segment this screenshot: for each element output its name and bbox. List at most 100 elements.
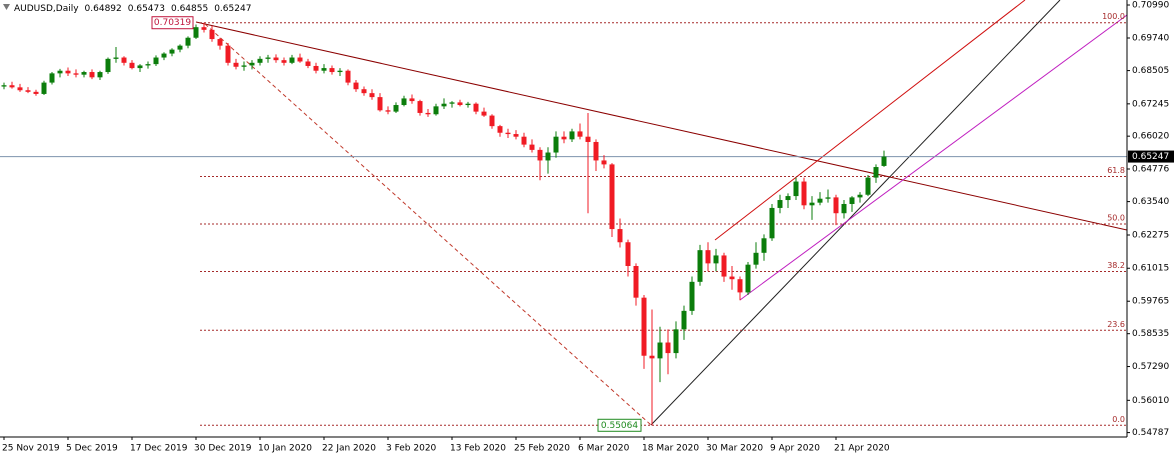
candle-body — [801, 181, 807, 206]
price-box-label: 0.70319 — [154, 18, 191, 28]
candle-body — [153, 57, 159, 65]
candle-body — [33, 91, 39, 94]
candle-body — [641, 297, 647, 356]
trend-line — [195, 21, 1127, 231]
candle-body — [185, 37, 191, 46]
x-tick-label: 10 Jan 2020 — [258, 444, 312, 454]
candle-body — [361, 89, 367, 94]
x-tick-label: 3 Feb 2020 — [386, 444, 437, 454]
candle-body — [25, 90, 31, 92]
candle-body — [225, 45, 231, 63]
candle-body — [97, 72, 103, 78]
candle-body — [41, 82, 47, 94]
y-tick-label: 0.70990 — [1132, 1, 1169, 11]
fib-label: 23.6 — [1107, 320, 1125, 329]
candle-body — [473, 103, 479, 112]
candle-body — [297, 57, 303, 62]
candle-body — [273, 57, 279, 61]
candle-body — [209, 29, 215, 40]
header-low: 0.64855 — [171, 4, 208, 14]
candle-body — [665, 342, 671, 354]
candle-body — [841, 203, 847, 214]
candle-body — [505, 132, 511, 135]
x-tick-label: 30 Mar 2020 — [706, 444, 763, 454]
y-tick-label: 0.59765 — [1132, 297, 1169, 307]
candle-body — [545, 152, 551, 161]
candle-body — [697, 250, 703, 282]
candle-body — [321, 68, 327, 71]
candle-body — [377, 97, 383, 111]
candle-body — [497, 126, 503, 133]
y-tick-label: 0.54787 — [1132, 428, 1169, 438]
candle-body — [657, 342, 663, 359]
candle-body — [633, 266, 639, 298]
candle-body — [649, 355, 655, 359]
candle-body — [137, 65, 143, 69]
candle-body — [441, 103, 447, 107]
candle-body — [369, 93, 375, 98]
x-tick-label: 21 Apr 2020 — [834, 444, 890, 454]
candle-body — [113, 57, 119, 59]
header: AUDUSD,Daily 0.64892 0.65473 0.64855 0.65247 — [14, 4, 251, 14]
candle-body — [193, 27, 199, 38]
candle-body — [289, 57, 295, 63]
x-tick-label: 22 Jan 2020 — [322, 444, 376, 454]
candle-body — [457, 102, 463, 106]
candle-body — [689, 281, 695, 311]
candle-body — [713, 255, 719, 264]
fib-label: 61.8 — [1107, 166, 1125, 175]
fib-label: 0.0 — [1112, 415, 1125, 424]
candle-body — [833, 197, 839, 214]
symbol: AUDUSD,Daily — [14, 4, 79, 14]
candle-body — [329, 68, 335, 73]
candle-body — [393, 105, 399, 112]
candle-body — [425, 112, 431, 115]
candle-body — [609, 164, 615, 230]
candle-body — [745, 264, 751, 293]
candle-body — [857, 194, 863, 198]
candle-body — [521, 136, 527, 145]
x-tick-label: 6 Mar 2020 — [578, 444, 630, 454]
price-box — [597, 418, 642, 432]
candle-body — [17, 87, 23, 91]
candle-body — [553, 136, 559, 153]
candle-body — [385, 110, 391, 112]
candle-body — [257, 58, 263, 63]
x-tick-label: 13 Feb 2020 — [450, 444, 506, 454]
x-tick-label: 18 Mar 2020 — [642, 444, 699, 454]
candle-body — [681, 310, 687, 330]
candle-body — [105, 58, 111, 73]
y-tick-label: 0.62275 — [1132, 230, 1169, 240]
candle-body — [313, 65, 319, 71]
x-tick-label: 25 Nov 2019 — [2, 444, 60, 454]
candle-body — [537, 149, 543, 161]
candle-body — [809, 202, 815, 206]
current-price-label: 0.65247 — [1132, 152, 1169, 162]
candle-body — [129, 62, 135, 69]
y-tick-label: 0.56010 — [1132, 396, 1169, 406]
candle-body — [353, 82, 359, 90]
candle-body — [785, 196, 791, 201]
candle-body — [81, 72, 87, 75]
fib-label: 100.0 — [1102, 12, 1125, 21]
plot-area — [0, 0, 1127, 426]
candle-body — [241, 65, 247, 67]
candle-body — [777, 200, 783, 208]
candle-body — [433, 106, 439, 115]
y-tick-label: 0.61015 — [1132, 264, 1169, 274]
candle-body — [409, 98, 415, 102]
candle-body — [569, 131, 575, 140]
candle-body — [401, 98, 407, 106]
y-tick-label: 0.63540 — [1132, 197, 1169, 207]
y-tick-label: 0.58535 — [1132, 329, 1169, 339]
y-tick-label: 0.64776 — [1132, 164, 1169, 174]
candle-body — [825, 197, 831, 199]
candle-body — [281, 60, 287, 63]
candle-body — [585, 136, 591, 142]
candle-body — [737, 279, 743, 293]
y-tick-label: 0.67245 — [1132, 99, 1169, 109]
candle-body — [481, 111, 487, 116]
candle-body — [577, 131, 583, 137]
